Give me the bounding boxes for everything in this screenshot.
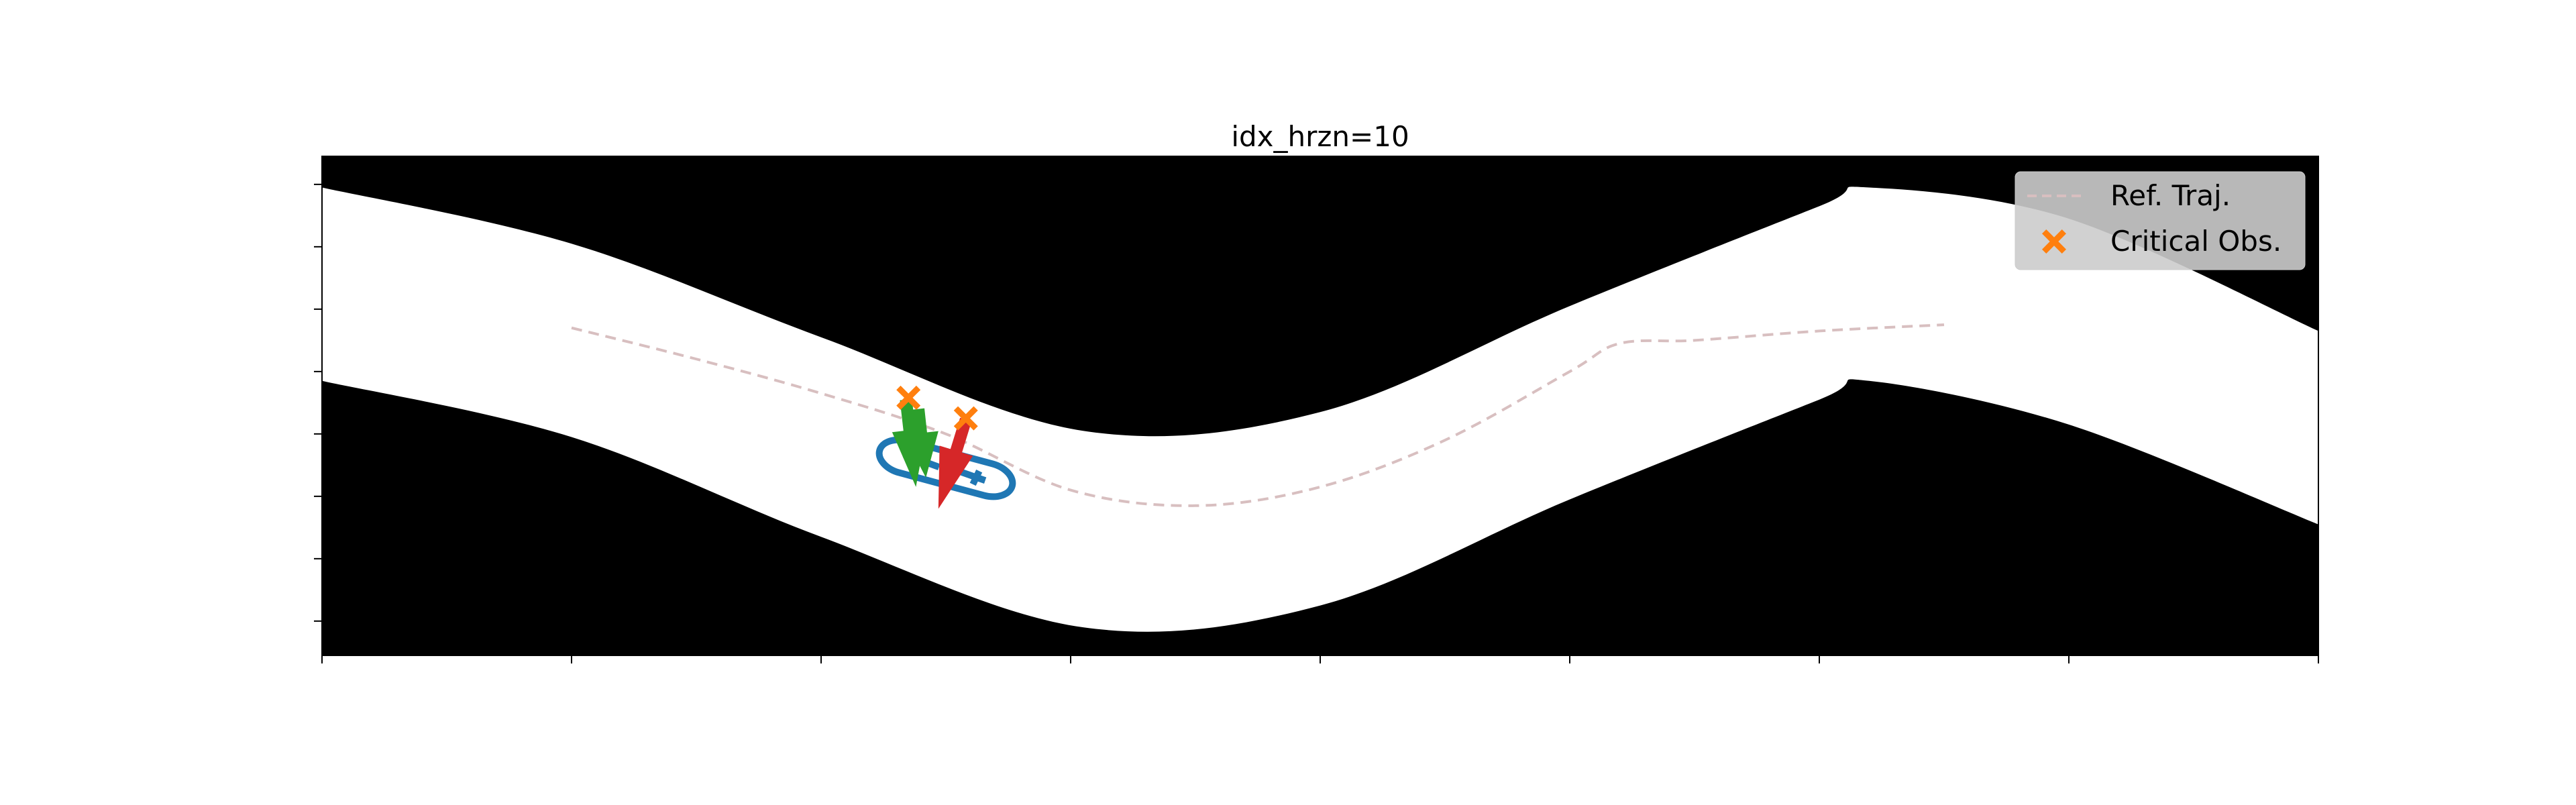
ref-traj-line [571, 323, 1945, 507]
legend-critical-obs-swatch [2042, 229, 2066, 254]
ref-traj-layer [571, 323, 1945, 507]
axis-ticks [314, 183, 2319, 663]
legend-box [2015, 171, 2306, 270]
legend: Ref. Traj. Critical Obs. [2015, 171, 2306, 270]
arrow-2 [938, 417, 973, 509]
critical-obs-marker-0 [896, 385, 921, 410]
arrow-layer [892, 398, 973, 509]
critical-obs-layer [896, 385, 978, 431]
plot-area [322, 156, 2318, 655]
critical-obs-marker-1 [953, 406, 978, 431]
chart-title: idx_hrzn=10 [1231, 120, 1409, 153]
legend-critical-obs-label: Critical Obs. [2110, 225, 2282, 258]
legend-ref-traj-label: Ref. Traj. [2110, 179, 2231, 212]
drivable-corridor [322, 186, 2318, 632]
arrow-1 [904, 408, 938, 478]
